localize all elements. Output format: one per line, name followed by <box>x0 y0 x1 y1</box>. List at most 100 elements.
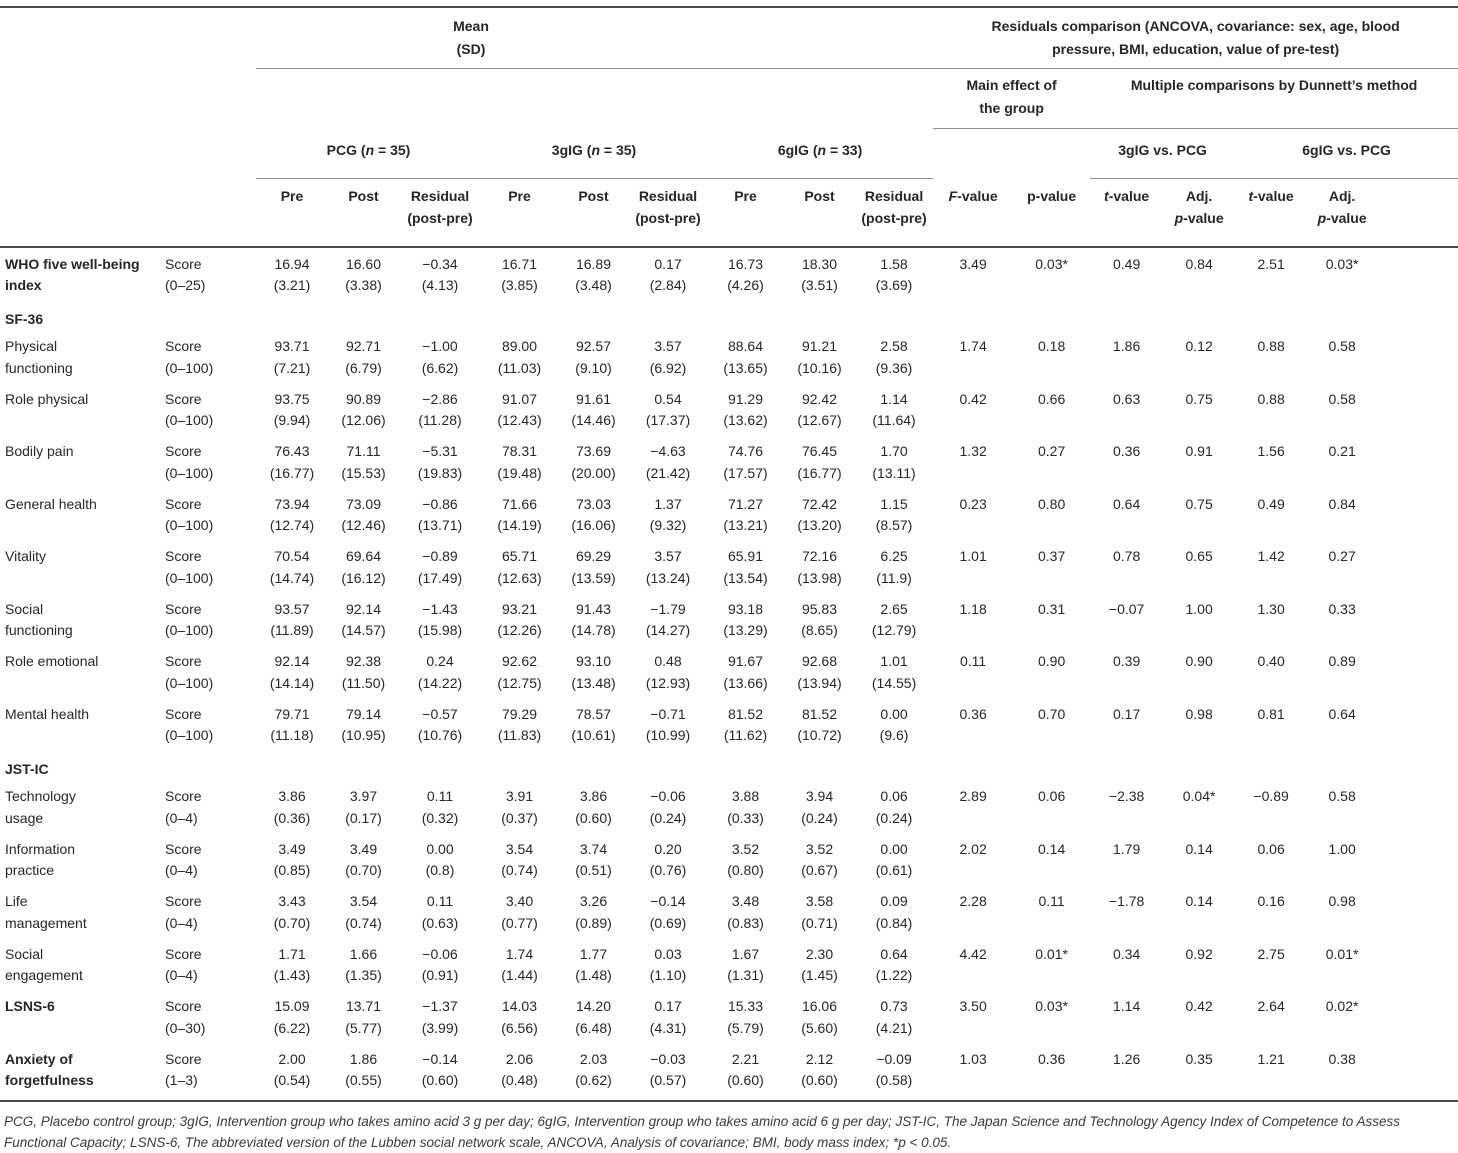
stat-value-cell: 0.65 <box>1185 548 1213 564</box>
mean-label: Mean <box>453 18 489 34</box>
row-label: LSNS-6 <box>5 998 55 1014</box>
spacer-cell <box>1377 331 1458 384</box>
stat-value-cell: −0.07 <box>1108 600 1145 617</box>
stat-value-cell: 0.18 <box>1037 338 1066 354</box>
mean-sd-cell: 88.64 (13.65) <box>723 338 768 376</box>
stat-value-cell: 3.49 <box>959 255 987 272</box>
mean-sd-cell: 0.11 (0.63) <box>421 893 459 931</box>
stat-value-cell: 0.42 <box>1185 998 1213 1014</box>
mean-sd-cell: −0.89 (17.49) <box>417 548 463 586</box>
col-f-value: F-value <box>933 178 1014 248</box>
stat-value-cell: 2.28 <box>959 893 987 909</box>
stat-value-cell: 2.64 <box>1257 998 1285 1014</box>
table-row: Mental health Score (0–100) 79.71 (11.18) 79.… <box>0 698 1458 751</box>
mean-sd-cell: 3.86 (0.36) <box>273 788 311 826</box>
mean-sd-cell: 6.25 (11.9) <box>876 548 912 586</box>
stat-value-cell: 1.30 <box>1257 600 1285 617</box>
stat-value-cell: 1.01 <box>959 548 987 564</box>
stat-value-cell: 0.17 <box>1112 705 1141 722</box>
stat-value-cell: 1.42 <box>1257 548 1285 564</box>
mean-sd-cell: 0.48 (12.93) <box>645 653 691 691</box>
stat-value-cell: 1.00 <box>1328 840 1356 857</box>
stat-value-cell: −2.38 <box>1108 788 1145 804</box>
stat-value-cell: 0.16 <box>1257 893 1285 909</box>
mean-sd-cell: −1.79 (14.27) <box>645 600 691 639</box>
mean-sd-cell: 93.21 (12.26) <box>497 600 542 639</box>
table-footnote: PCG, Placebo control group; 3gIG, Interv… <box>4 1111 1452 1153</box>
mean-sd-cell: 0.17 (2.84) <box>649 255 687 294</box>
spacer-cell <box>1377 886 1458 939</box>
stat-value-cell: 0.49 <box>1257 495 1285 512</box>
score-range: Score (0–100) <box>165 653 214 691</box>
mean-sd-cell: 95.83 (8.65) <box>801 600 838 639</box>
mean-sd-cell: 1.37 (9.32) <box>649 495 687 534</box>
dunnett-spanner: Multiple comparisons by Dunnett’s method <box>1090 68 1458 129</box>
header-row-effects: Main effect of the group Multiple compar… <box>0 68 1458 129</box>
table-row: Technology usage Score (0–4) 3.86 (0.36) 3.97(… <box>0 781 1458 834</box>
mean-sd-cell: 3.40 (0.77) <box>501 893 538 931</box>
stat-value-cell: 0.12 <box>1185 338 1213 354</box>
mean-sd-cell: −1.43 (15.98) <box>417 600 463 639</box>
mean-sd-cell: 3.48 (0.83) <box>727 893 764 931</box>
mean-sd-cell: 92.57 (9.10) <box>575 338 612 376</box>
mean-sd-cell: 3.43 (0.70) <box>273 893 311 931</box>
mean-sd-cell: 93.75 (9.94) <box>273 390 311 429</box>
stat-value-cell: 0.91 <box>1185 443 1213 459</box>
mean-sd-cell: 1.15 (8.57) <box>875 495 913 534</box>
stat-value-cell: 0.75 <box>1185 390 1213 407</box>
stat-value-cell: 0.01* <box>1035 945 1068 962</box>
mean-sd-cell: 69.64 (16.12) <box>341 548 386 586</box>
mean-sd-cell: −0.06 (0.24) <box>649 788 687 826</box>
mean-sd-cell: 3.57 (13.24) <box>645 548 691 586</box>
col-residual-3gig: Residual (post-pre) <box>629 178 707 248</box>
spacer-cell <box>1377 383 1458 436</box>
mean-sd-cell: 91.21 (10.16) <box>797 338 842 376</box>
col-pre-3gig: Pre <box>481 178 558 248</box>
mean-sd-cell: 3.58 (0.71) <box>801 893 838 931</box>
group-pcg: PCG (n = 35) <box>256 128 481 179</box>
stat-value-cell: 1.00 <box>1185 600 1213 617</box>
col-residual-pcg: Residual (post-pre) <box>399 178 481 248</box>
mean-sd-cell: 78.57 (10.61) <box>571 705 616 744</box>
mean-sd-cell: 81.52 (11.62) <box>723 705 768 744</box>
mean-sd-cell: 0.00 (0.61) <box>875 840 913 879</box>
mean-sd-cell: 93.71 (7.21) <box>273 338 311 376</box>
mean-sd-cell: 3.94 (0.24) <box>801 788 838 826</box>
mean-sd-cell: 69.29 (13.59) <box>571 548 616 586</box>
mean-sd-cell: 16.06 (5.60) <box>801 998 838 1036</box>
mean-sd-cell: −0.34 (4.13) <box>421 255 459 294</box>
mean-sd-cell: 92.42 (12.67) <box>797 390 842 429</box>
table-row: Physical functioning Score (0–100) 93.71 (7.2… <box>0 331 1458 384</box>
mean-sd-cell: 13.71 (5.77) <box>345 998 382 1036</box>
mean-sd-cell: 93.18 (13.29) <box>723 600 768 639</box>
spacer-cell <box>1377 541 1458 594</box>
stat-value-cell: 0.42 <box>959 390 987 407</box>
stat-value-cell: 0.81 <box>1257 705 1285 722</box>
stat-value-cell: 0.58 <box>1328 788 1356 804</box>
table-row: Bodily pain Score (0–100) 76.43 (16.77) 71.11… <box>0 436 1458 489</box>
mean-sd-cell: 0.00 (0.8) <box>425 840 455 879</box>
mean-sd-cell: 16.94 (3.21) <box>273 255 311 294</box>
corner-blank <box>0 7 256 69</box>
stat-value-cell: −1.78 <box>1108 893 1145 909</box>
stat-value-cell: 3.50 <box>959 998 987 1014</box>
stat-value-cell: 0.84 <box>1328 495 1356 512</box>
stat-value-cell: 0.27 <box>1037 443 1066 459</box>
stat-value-cell: 0.03* <box>1325 255 1359 272</box>
mean-sd-cell: 15.33 (5.79) <box>727 998 764 1036</box>
mean-sd-cell: 3.54 (0.74) <box>501 840 538 879</box>
mean-sd-cell: 71.27 (13.21) <box>723 495 768 534</box>
col-adj-p-3gig: Adj. p-value <box>1163 178 1236 248</box>
stat-value-cell: 1.79 <box>1112 840 1141 857</box>
stat-value-cell: 0.06 <box>1257 840 1285 857</box>
spacer-cell <box>1377 646 1458 699</box>
group-3gig: 3gIG (n = 35) <box>481 128 707 179</box>
row-label: Social functioning <box>5 600 73 639</box>
mean-sd-cell: 3.57 (6.92) <box>649 338 687 376</box>
spacer-cell <box>1377 436 1458 489</box>
mean-sd-cell: 3.91 (0.37) <box>501 788 538 826</box>
mean-sd-cell: −4.63 (21.42) <box>645 443 691 481</box>
spacer-cell <box>1377 781 1458 834</box>
row-label: Physical functioning <box>5 338 73 376</box>
mean-sd-cell: 15.09 (6.22) <box>273 998 311 1036</box>
